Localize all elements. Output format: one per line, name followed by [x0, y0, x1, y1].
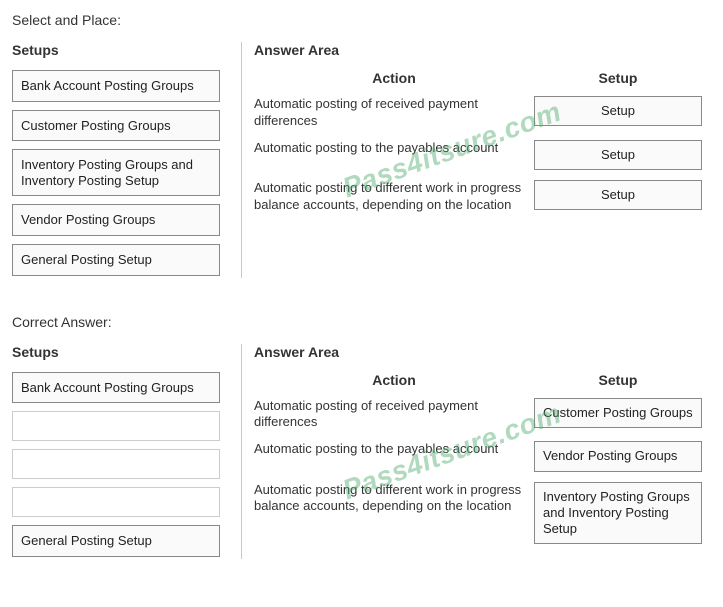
setup-item[interactable]: Vendor Posting Groups	[12, 204, 220, 236]
setup-drop-target[interactable]: Setup	[534, 180, 702, 210]
setup-item[interactable]: Inventory Posting Groups and Inventory P…	[12, 149, 220, 196]
answer-area-header: Answer Area	[254, 344, 711, 360]
setup-drop-target[interactable]: Customer Posting Groups	[534, 398, 702, 428]
action-text: Automatic posting of received payment di…	[254, 398, 534, 432]
action-text: Automatic posting to the payables accoun…	[254, 441, 534, 458]
setup-column-header: Setup	[534, 70, 702, 86]
setup-drop-target[interactable]: Setup	[534, 96, 702, 126]
answer-block: Correct Answer: Setups Bank Account Post…	[12, 314, 711, 565]
action-text: Automatic posting to different work in p…	[254, 482, 534, 516]
question-title: Select and Place:	[12, 12, 711, 28]
setup-item-empty[interactable]	[12, 411, 220, 441]
setup-column-header: Setup	[534, 372, 702, 388]
action-text: Automatic posting to the payables accoun…	[254, 140, 534, 157]
setup-drop-target[interactable]: Inventory Posting Groups and Inventory P…	[534, 482, 702, 545]
answer-row: Automatic posting of received payment di…	[254, 96, 711, 130]
answer-row: Automatic posting to the payables accoun…	[254, 441, 711, 471]
question-answer-area: Answer Area Action Setup Automatic posti…	[242, 42, 711, 284]
question-setups-column: Setups Bank Account Posting Groups Custom…	[12, 42, 242, 284]
action-text: Automatic posting to different work in p…	[254, 180, 534, 214]
correct-answer-title: Correct Answer:	[12, 314, 711, 330]
setups-header: Setups	[12, 344, 242, 360]
setup-item-empty[interactable]	[12, 449, 220, 479]
answer-answer-area: Answer Area Action Setup Automatic posti…	[242, 344, 711, 565]
setup-item[interactable]: General Posting Setup	[12, 244, 220, 276]
setup-drop-target[interactable]: Vendor Posting Groups	[534, 441, 702, 471]
setup-item[interactable]: General Posting Setup	[12, 525, 220, 557]
answer-row: Automatic posting to different work in p…	[254, 180, 711, 214]
action-column-header: Action	[254, 372, 534, 388]
setup-drop-target[interactable]: Setup	[534, 140, 702, 170]
action-column-header: Action	[254, 70, 534, 86]
setup-item-empty[interactable]	[12, 487, 220, 517]
setups-header: Setups	[12, 42, 242, 58]
question-block: Select and Place: Setups Bank Account Po…	[12, 12, 711, 284]
setup-item[interactable]: Customer Posting Groups	[12, 110, 220, 142]
answer-area-header: Answer Area	[254, 42, 711, 58]
answer-row: Automatic posting of received payment di…	[254, 398, 711, 432]
answer-setups-column: Setups Bank Account Posting Groups Genera…	[12, 344, 242, 565]
answer-row: Automatic posting to different work in p…	[254, 482, 711, 545]
setup-item[interactable]: Bank Account Posting Groups	[12, 372, 220, 404]
answer-row: Automatic posting to the payables accoun…	[254, 140, 711, 170]
action-text: Automatic posting of received payment di…	[254, 96, 534, 130]
setup-item[interactable]: Bank Account Posting Groups	[12, 70, 220, 102]
